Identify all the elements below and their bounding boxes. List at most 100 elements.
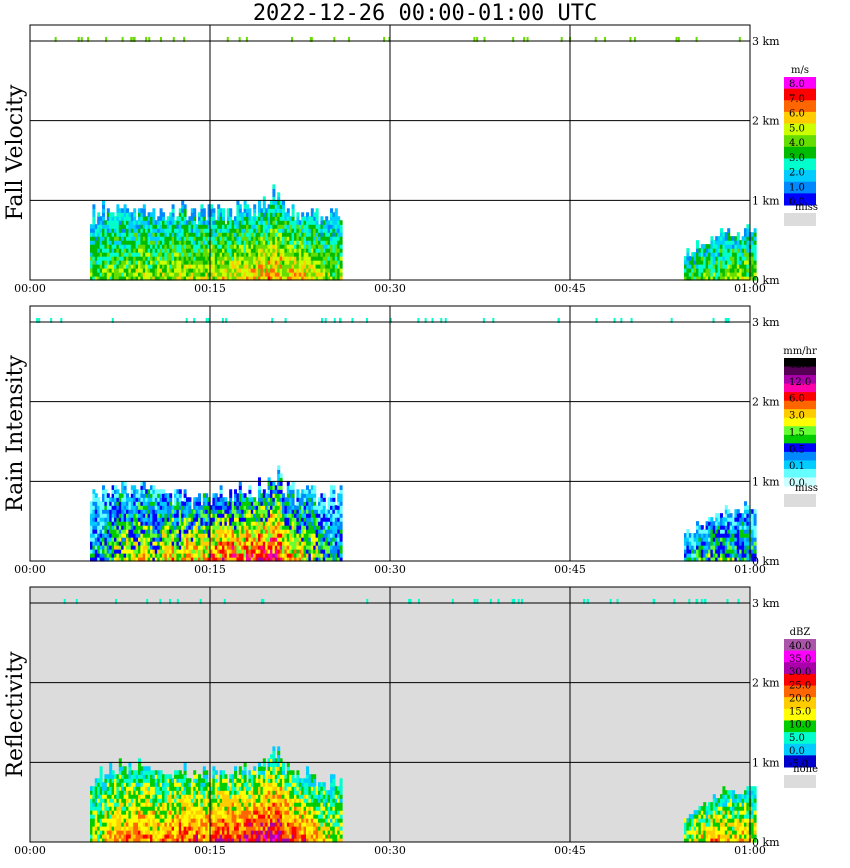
data-cell — [181, 533, 185, 538]
data-cell — [219, 509, 223, 514]
legend-swatch — [784, 366, 816, 376]
data-cell — [152, 212, 156, 217]
data-cell — [265, 228, 269, 233]
data-cell — [277, 469, 281, 474]
data-cell — [279, 264, 283, 269]
data-cell — [265, 501, 269, 506]
data-cell — [734, 260, 738, 265]
data-cell — [753, 228, 757, 233]
data-cell — [130, 501, 134, 506]
data-cell — [142, 537, 146, 542]
data-cell — [322, 533, 326, 538]
data-cell — [234, 517, 237, 522]
data-cell — [739, 529, 743, 534]
data-cell — [255, 240, 259, 245]
data-cell — [274, 236, 278, 241]
data-cell — [178, 212, 182, 217]
data-cell — [138, 806, 141, 811]
data-cell — [258, 493, 261, 498]
echo-3km — [431, 317, 434, 323]
data-cell — [734, 268, 738, 273]
data-cell — [130, 489, 134, 494]
data-cell — [272, 505, 276, 510]
data-cell — [138, 244, 141, 249]
data-cell — [315, 549, 319, 554]
data-cell — [130, 525, 134, 530]
data-cell — [696, 557, 699, 562]
data-cell — [277, 505, 281, 510]
data-cell — [229, 541, 233, 546]
data-cell — [97, 529, 101, 534]
data-cell — [121, 268, 125, 273]
data-cell — [152, 268, 156, 273]
data-cell — [296, 497, 300, 502]
data-cell — [121, 798, 125, 803]
data-cell — [150, 818, 153, 823]
data-cell — [150, 790, 153, 795]
data-cell — [202, 493, 206, 498]
data-cell — [92, 786, 96, 791]
y-tick-label: 3 km — [752, 316, 780, 329]
data-cell — [732, 244, 735, 249]
data-cell — [260, 240, 264, 245]
data-cell — [138, 537, 141, 542]
data-cell — [298, 240, 302, 245]
data-cell — [327, 537, 331, 542]
data-cell — [267, 228, 271, 233]
data-cell — [116, 830, 120, 835]
data-cell — [226, 208, 230, 213]
data-cell — [255, 521, 259, 526]
data-cell — [111, 802, 115, 807]
data-cell — [322, 557, 326, 562]
data-cell — [291, 272, 295, 277]
data-cell — [145, 549, 149, 554]
data-cell — [727, 537, 731, 542]
data-cell — [265, 212, 269, 217]
data-cell — [166, 493, 170, 498]
data-cell — [250, 248, 254, 253]
data-cell — [741, 521, 745, 526]
data-cell — [97, 541, 101, 546]
data-cell — [176, 517, 180, 522]
data-cell — [282, 256, 285, 261]
data-cell — [162, 216, 165, 221]
data-cell — [229, 220, 233, 225]
data-cell — [166, 248, 170, 253]
data-cell — [212, 517, 216, 522]
data-cell — [90, 557, 93, 562]
data-cell — [186, 541, 189, 546]
data-cell — [224, 260, 228, 265]
data-cell — [195, 517, 199, 522]
data-cell — [720, 232, 723, 237]
data-cell — [250, 525, 254, 530]
data-cell — [272, 493, 276, 498]
data-cell — [94, 493, 98, 498]
data-cell — [751, 529, 755, 534]
data-cell — [727, 549, 731, 554]
data-cell — [217, 545, 221, 550]
data-cell — [157, 220, 161, 225]
data-cell — [229, 268, 233, 273]
data-cell — [717, 240, 721, 245]
data-cell — [123, 481, 127, 486]
data-cell — [118, 260, 122, 265]
data-cell — [691, 252, 695, 257]
data-cell — [332, 228, 336, 233]
data-cell — [722, 256, 726, 261]
data-cell — [162, 509, 165, 514]
echo-3km — [172, 36, 175, 42]
data-cell — [260, 557, 264, 562]
data-cell — [705, 537, 709, 542]
data-cell — [92, 794, 96, 799]
data-cell — [219, 240, 223, 245]
data-cell — [128, 248, 132, 253]
data-cell — [700, 557, 704, 562]
data-cell — [174, 533, 177, 538]
data-cell — [97, 272, 101, 277]
data-cell — [277, 252, 281, 257]
data-cell — [746, 533, 750, 538]
data-cell — [142, 489, 146, 494]
data-cell — [169, 256, 173, 261]
data-cell — [270, 533, 273, 538]
data-cell — [97, 244, 101, 249]
